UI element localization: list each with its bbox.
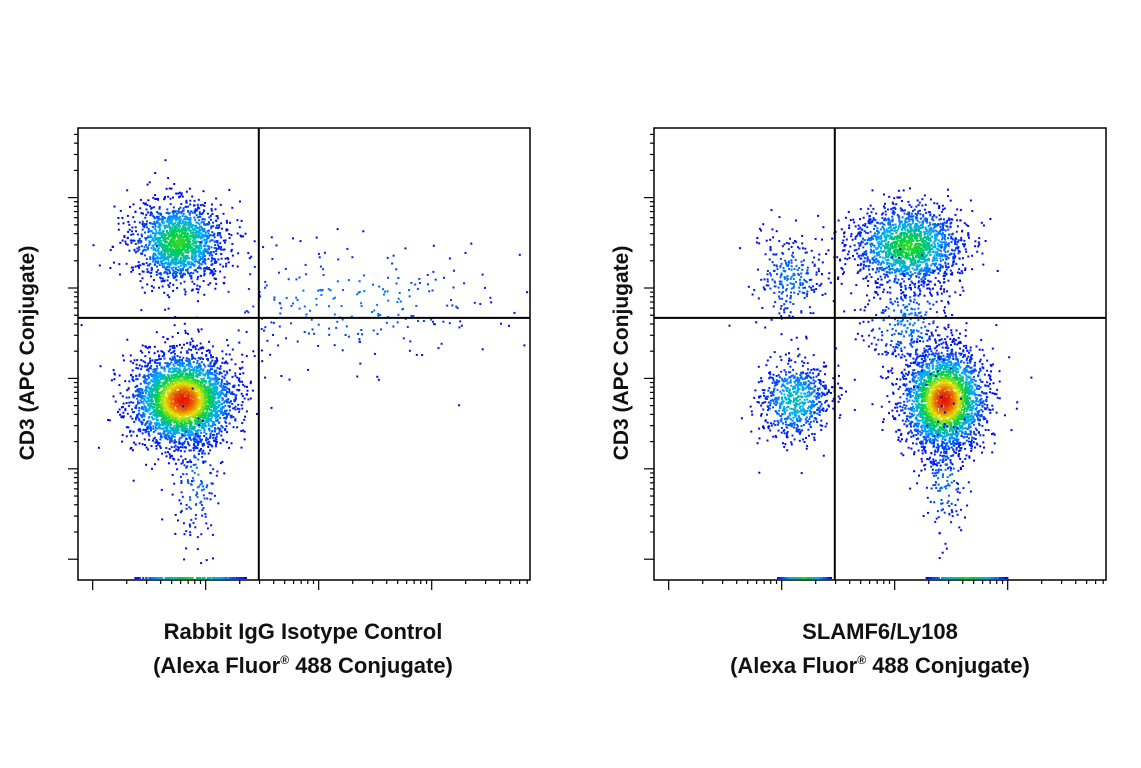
x-label-isotype-prefix: (Alexa Fluor [153,653,281,678]
x-axis-label-isotype-line2: (Alexa Fluor® 488 Conjugate) [73,646,533,680]
event-dots [728,187,1033,579]
x-label-isotype-suffix: 488 Conjugate) [289,653,453,678]
x-axis-label-slamf6-line2: (Alexa Fluor® 488 Conjugate) [650,646,1110,680]
plot-frame [77,127,531,581]
x-label-slamf6-suffix: 488 Conjugate) [866,653,1030,678]
y-axis-label-isotype: CD3 (APC Conjugate) [16,245,39,461]
event-dots [80,159,529,579]
plot-frame [653,127,1107,581]
y-axis-label-slamf6: CD3 (APC Conjugate) [610,245,633,461]
x-axis-label-isotype-line1: Rabbit IgG Isotype Control [163,619,443,644]
panel-isotype [68,127,531,590]
registered-mark: ® [857,653,867,667]
x-label-slamf6-prefix: (Alexa Fluor [730,653,858,678]
panel-slamf6 [644,127,1107,590]
registered-mark: ® [280,653,290,667]
axis-ticks [68,133,528,590]
x-axis-label-isotype: Rabbit IgG Isotype Control (Alexa Fluor®… [73,618,533,680]
x-axis-label-slamf6: SLAMF6/Ly108 (Alexa Fluor® 488 Conjugate… [650,618,1110,680]
x-axis-label-slamf6-line1: SLAMF6/Ly108 [802,619,958,644]
axis-ticks [644,133,1104,590]
